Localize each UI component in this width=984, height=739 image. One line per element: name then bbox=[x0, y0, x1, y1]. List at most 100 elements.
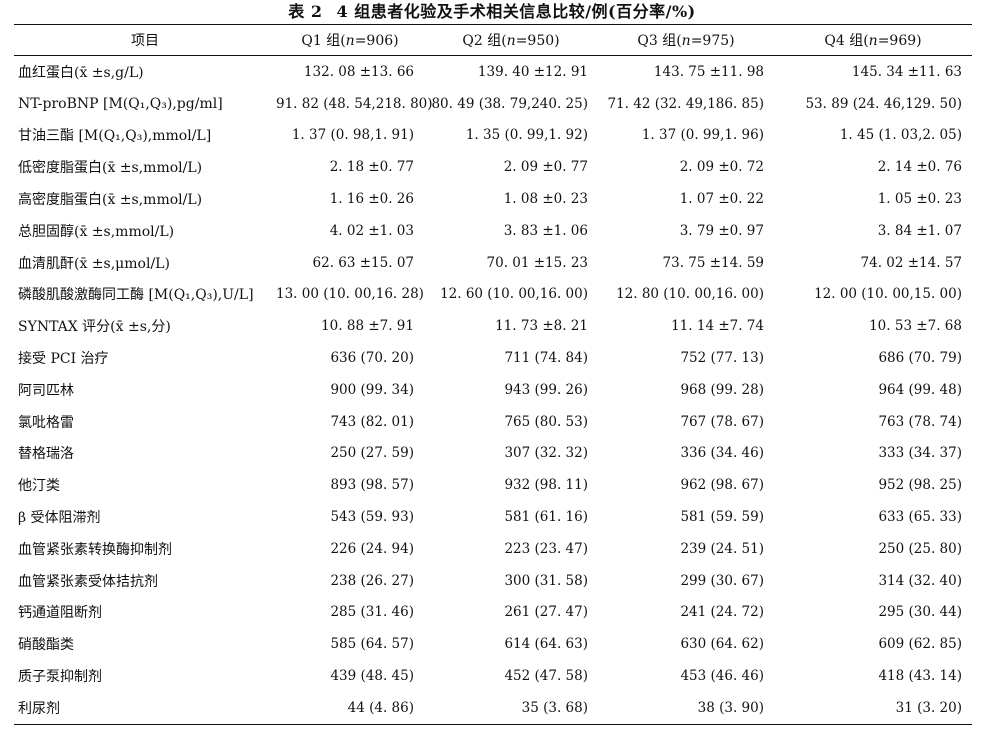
table-row: 血红蛋白(x̄ ±s,g/L) 132. 08 ±13. 66 139. 40 ±1… bbox=[14, 56, 972, 88]
row-label: 钙通道阻断剂 bbox=[18, 605, 102, 622]
row-label: 低密度脂蛋白(x̄ ±s,mmol/L) bbox=[18, 160, 203, 177]
table-title: 4 组患者化验及手术相关信息比较/例(百分率/%) bbox=[336, 2, 696, 21]
cell-q3: 299 (30. 67) bbox=[680, 572, 764, 589]
header-group-q3: Q3 组(n=975) bbox=[637, 33, 735, 49]
cell-q1: 2. 18 ±0. 77 bbox=[329, 159, 414, 176]
row-label: 血管紧张素受体拮抗剂 bbox=[18, 573, 158, 590]
cell-q2: 11. 73 ±8. 21 bbox=[495, 318, 588, 335]
header-group-q2: Q2 组(n=950) bbox=[462, 33, 560, 49]
cell-q1: 91. 82 (48. 54,218. 80) bbox=[276, 95, 433, 112]
cell-q3: 11. 14 ±7. 74 bbox=[671, 318, 764, 335]
cell-q4: 333 (34. 37) bbox=[878, 445, 962, 462]
cell-q2: 223 (23. 47) bbox=[504, 540, 588, 557]
cell-q1: 543 (59. 93) bbox=[330, 509, 414, 526]
cell-q2: 12. 60 (10. 00,16. 00) bbox=[440, 286, 588, 303]
table-row: 高密度脂蛋白(x̄ ±s,mmol/L) 1. 16 ±0. 26 1. 08 ±0… bbox=[14, 183, 972, 215]
row-label: β 受体阻滞剂 bbox=[18, 510, 101, 527]
cell-q4: 418 (43. 14) bbox=[878, 668, 962, 685]
cell-q3: 581 (59. 59) bbox=[680, 509, 764, 526]
table-row: SYNTAX 评分(x̄ ±s,分) 10. 88 ±7. 91 11. 73 ±8… bbox=[14, 310, 972, 342]
row-label: 氯吡格雷 bbox=[18, 414, 74, 431]
cell-q3: 968 (99. 28) bbox=[680, 381, 764, 398]
header-row: 项目 Q1 组(n=906) Q2 组(n=950) Q3 组(n=975) Q… bbox=[14, 24, 972, 56]
cell-q2: 452 (47. 58) bbox=[504, 668, 588, 685]
cell-q3: 143. 75 ±11. 98 bbox=[653, 63, 764, 80]
cell-q3: 73. 75 ±14. 59 bbox=[662, 254, 764, 271]
cell-q1: 62. 63 ±15. 07 bbox=[312, 254, 414, 271]
cell-q2: 3. 83 ±1. 06 bbox=[503, 222, 588, 239]
row-label: 质子泵抑制剂 bbox=[18, 669, 102, 686]
header-item: 项目 bbox=[131, 33, 159, 49]
row-label: 硝酸酯类 bbox=[18, 637, 74, 654]
cell-q4: 1. 45 (1. 03,2. 05) bbox=[839, 127, 962, 144]
cell-q1: 1. 16 ±0. 26 bbox=[329, 191, 414, 208]
cell-q4: 295 (30. 44) bbox=[878, 604, 962, 621]
cell-q4: 964 (99. 48) bbox=[878, 381, 962, 398]
cell-q2: 581 (61. 16) bbox=[504, 509, 588, 526]
cell-q3: 767 (78. 67) bbox=[680, 413, 764, 430]
table-body: 血红蛋白(x̄ ±s,g/L) 132. 08 ±13. 66 139. 40 ±1… bbox=[14, 56, 972, 725]
cell-q3: 1. 07 ±0. 22 bbox=[679, 191, 764, 208]
table-caption: 表 2 4 组患者化验及手术相关信息比较/例(百分率/%) bbox=[0, 2, 984, 22]
cell-q2: 139. 40 ±12. 91 bbox=[477, 63, 588, 80]
cell-q3: 752 (77. 13) bbox=[680, 350, 764, 367]
row-label: SYNTAX 评分(x̄ ±s,分) bbox=[18, 319, 171, 336]
cell-q2: 2. 09 ±0. 77 bbox=[503, 159, 588, 176]
table-row: 硝酸酯类 585 (64. 57) 614 (64. 63) 630 (64. 62)… bbox=[14, 628, 972, 660]
cell-q1: 900 (99. 34) bbox=[330, 381, 414, 398]
cell-q2: 70. 01 ±15. 23 bbox=[486, 254, 588, 271]
table-row: 血管紧张素受体拮抗剂 238 (26. 27) 300 (31. 58) 299 (3… bbox=[14, 565, 972, 597]
cell-q1: 226 (24. 94) bbox=[330, 540, 414, 557]
cell-q4: 952 (98. 25) bbox=[878, 477, 962, 494]
cell-q4: 314 (32. 40) bbox=[878, 572, 962, 589]
cell-q1: 250 (27. 59) bbox=[330, 445, 414, 462]
cell-q3: 630 (64. 62) bbox=[680, 636, 764, 653]
cell-q2: 300 (31. 58) bbox=[504, 572, 588, 589]
table-row: β 受体阻滞剂 543 (59. 93) 581 (61. 16) 581 (59. … bbox=[14, 501, 972, 533]
cell-q3: 453 (46. 46) bbox=[680, 668, 764, 685]
cell-q4: 2. 14 ±0. 76 bbox=[877, 159, 962, 176]
table-row: 磷酸肌酸激酶同工酶 [M(Q₁,Q₃),U/L] 13. 00 (10. 00,1… bbox=[14, 279, 972, 311]
cell-q4: 3. 84 ±1. 07 bbox=[877, 222, 962, 239]
table-row: 钙通道阻断剂 285 (31. 46) 261 (27. 47) 241 (24. 7… bbox=[14, 597, 972, 629]
cell-q3: 336 (34. 46) bbox=[680, 445, 764, 462]
cell-q2: 711 (74. 84) bbox=[504, 350, 588, 367]
table-row: 低密度脂蛋白(x̄ ±s,mmol/L) 2. 18 ±0. 77 2. 09 ±0… bbox=[14, 151, 972, 183]
row-label: NT-proBNP [M(Q₁,Q₃),pg/ml] bbox=[18, 95, 223, 112]
cell-q4: 763 (78. 74) bbox=[878, 413, 962, 430]
cell-q1: 636 (70. 20) bbox=[330, 350, 414, 367]
cell-q2: 80. 49 (38. 79,240. 25) bbox=[431, 95, 588, 112]
cell-q3: 71. 42 (32. 49,186. 85) bbox=[607, 95, 764, 112]
row-label: 血红蛋白(x̄ ±s,g/L) bbox=[18, 64, 144, 81]
row-label: 总胆固醇(x̄ ±s,mmol/L) bbox=[18, 223, 175, 240]
row-label: 血管紧张素转换酶抑制剂 bbox=[18, 541, 172, 558]
table-header: 项目 Q1 组(n=906) Q2 组(n=950) Q3 组(n=975) Q… bbox=[14, 24, 972, 56]
cell-q4: 145. 34 ±11. 63 bbox=[851, 63, 962, 80]
cell-q4: 1. 05 ±0. 23 bbox=[877, 191, 962, 208]
cell-q2: 932 (98. 11) bbox=[504, 477, 588, 494]
cell-q1: 4. 02 ±1. 03 bbox=[329, 222, 414, 239]
cell-q4: 250 (25. 80) bbox=[878, 540, 962, 557]
comparison-table: 项目 Q1 组(n=906) Q2 组(n=950) Q3 组(n=975) Q… bbox=[14, 24, 972, 725]
table-row: 血清肌酐(x̄ ±s,μmol/L) 62. 63 ±15. 07 70. 01 ±… bbox=[14, 247, 972, 279]
cell-q4: 53. 89 (24. 46,129. 50) bbox=[805, 95, 962, 112]
header-group-q4: Q4 组(n=969) bbox=[824, 33, 922, 49]
row-label: 他汀类 bbox=[18, 478, 60, 495]
table-row: NT-proBNP [M(Q₁,Q₃),pg/ml] 91. 82 (48. 54… bbox=[14, 88, 972, 120]
cell-q2: 307 (32. 32) bbox=[504, 445, 588, 462]
cell-q1: 1. 37 (0. 98,1. 91) bbox=[291, 127, 414, 144]
cell-q2: 261 (27. 47) bbox=[504, 604, 588, 621]
cell-q1: 285 (31. 46) bbox=[330, 604, 414, 621]
cell-q1: 132. 08 ±13. 66 bbox=[303, 63, 414, 80]
cell-q3: 2. 09 ±0. 72 bbox=[679, 159, 764, 176]
cell-q1: 585 (64. 57) bbox=[330, 636, 414, 653]
table-row: 氯吡格雷 743 (82. 01) 765 (80. 53) 767 (78. 67)… bbox=[14, 406, 972, 438]
cell-q2: 765 (80. 53) bbox=[504, 413, 588, 430]
row-label: 高密度脂蛋白(x̄ ±s,mmol/L) bbox=[18, 192, 203, 209]
cell-q1: 893 (98. 57) bbox=[330, 477, 414, 494]
cell-q4: 74. 02 ±14. 57 bbox=[860, 254, 962, 271]
row-label: 替格瑞洛 bbox=[18, 446, 74, 463]
cell-q4: 12. 00 (10. 00,15. 00) bbox=[814, 286, 962, 303]
table-row: 阿司匹林 900 (99. 34) 943 (99. 26) 968 (99. 28)… bbox=[14, 374, 972, 406]
